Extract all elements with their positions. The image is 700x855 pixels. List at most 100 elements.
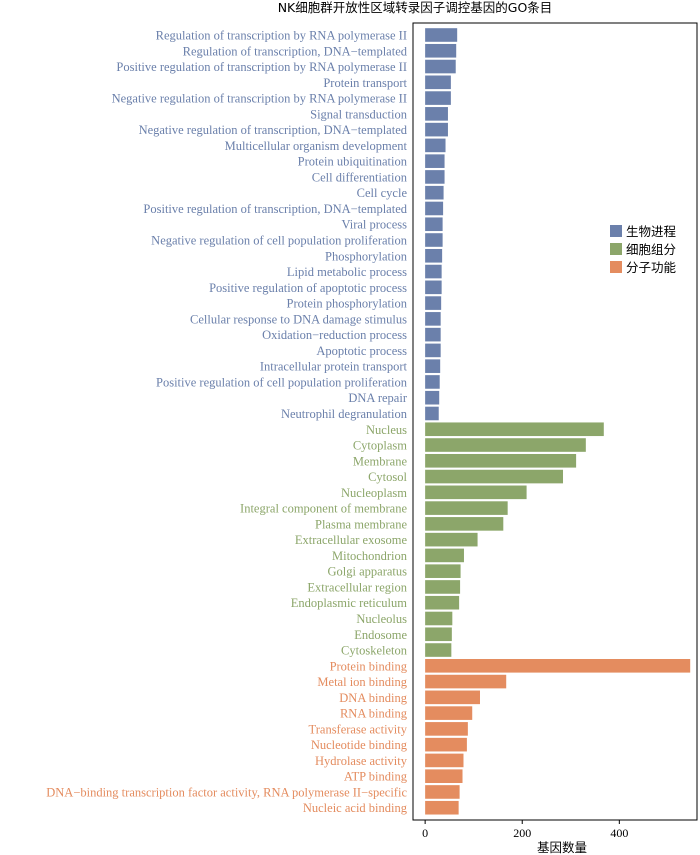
bar-细胞组分-5	[425, 501, 508, 515]
category-label: DNA repair	[348, 391, 407, 405]
bar-分子功能-2	[425, 690, 480, 705]
bar-生物进程-7	[425, 138, 446, 153]
category-label: Negative regulation of transcription, DN…	[139, 123, 408, 137]
category-label: Endoplasmic reticulum	[291, 596, 408, 610]
category-label: Transferase activity	[309, 722, 408, 736]
category-label: Protein phosphorylation	[287, 297, 408, 311]
category-label: DNA−binding transcription factor activit…	[46, 785, 407, 799]
bar-生物进程-3	[425, 75, 451, 90]
x-tick-label: 400	[610, 826, 628, 840]
category-label: Golgi apparatus	[328, 565, 408, 579]
bar-细胞组分-13	[425, 627, 452, 642]
bar-细胞组分-8	[425, 548, 464, 563]
bar-生物进程-22	[425, 375, 440, 389]
bar-分子功能-3	[425, 706, 473, 720]
category-label: Positive regulation of transcription, DN…	[143, 202, 407, 216]
category-label: Nucleolus	[356, 612, 407, 626]
category-label: Signal transduction	[310, 107, 408, 121]
bar-生物进程-15	[425, 264, 442, 279]
category-label: Extracellular exosome	[295, 533, 408, 547]
bar-细胞组分-0	[425, 422, 604, 437]
category-label: Negative regulation of cell population p…	[151, 234, 408, 248]
category-label: Protein transport	[323, 76, 407, 90]
bar-细胞组分-12	[425, 611, 453, 626]
x-axis-label: 基因数量	[537, 840, 587, 855]
bar-细胞组分-10	[425, 580, 461, 594]
bar-分子功能-5	[425, 737, 467, 752]
legend-label: 生物进程	[626, 224, 677, 239]
category-label: Neutrophil degranulation	[281, 407, 408, 421]
bar-生物进程-24	[425, 406, 439, 421]
bar-生物进程-23	[425, 390, 440, 405]
category-label: Apoptotic process	[316, 344, 407, 358]
bar-细胞组分-6	[425, 517, 504, 531]
bar-生物进程-5	[425, 107, 448, 121]
category-label: Intracellular protein transport	[260, 360, 408, 374]
category-label: Positive regulation of transcription by …	[116, 60, 407, 74]
bar-生物进程-20	[425, 343, 441, 358]
bars-layer	[425, 28, 691, 815]
category-label: Cell cycle	[357, 186, 408, 200]
bar-生物进程-13	[425, 233, 443, 247]
category-label: Lipid metabolic process	[287, 265, 407, 279]
bar-分子功能-1	[425, 674, 507, 689]
category-label: Negative regulation of transcription by …	[112, 92, 407, 106]
category-label: ATP binding	[344, 770, 408, 784]
bar-生物进程-14	[425, 248, 443, 263]
category-label: Cytosol	[368, 470, 407, 484]
category-label: Nucleoplasm	[341, 486, 407, 500]
bar-生物进程-17	[425, 296, 442, 310]
bar-分子功能-7	[425, 769, 463, 783]
category-label: Membrane	[353, 454, 408, 468]
bar-生物进程-0	[425, 28, 458, 42]
chart-title: NK细胞群开放性区域转录因子调控基因的GO条目	[278, 0, 553, 15]
bar-生物进程-16	[425, 280, 442, 295]
bar-分子功能-8	[425, 785, 460, 799]
category-label: RNA binding	[340, 707, 408, 721]
category-label: Endosome	[354, 628, 407, 642]
legend-label: 细胞组分	[626, 242, 676, 257]
bar-细胞组分-4	[425, 485, 527, 500]
category-label: Nucleotide binding	[311, 738, 408, 752]
category-labels: Regulation of transcription by RNA polym…	[46, 29, 408, 816]
category-label: Cell differentiation	[312, 170, 408, 184]
bar-生物进程-8	[425, 154, 445, 168]
bar-生物进程-19	[425, 327, 441, 342]
bar-细胞组分-7	[425, 532, 478, 547]
category-label: Hydrolase activity	[315, 754, 408, 768]
bar-生物进程-10	[425, 185, 444, 200]
legend-label: 分子功能	[626, 260, 677, 275]
category-label: Mitochondrion	[332, 549, 408, 563]
category-label: Extracellular region	[307, 580, 407, 594]
bar-细胞组分-3	[425, 469, 564, 484]
bar-生物进程-11	[425, 201, 444, 216]
bar-生物进程-18	[425, 312, 441, 326]
bar-生物进程-4	[425, 91, 451, 105]
category-label: Oxidation−reduction process	[262, 328, 407, 342]
bar-分子功能-9	[425, 800, 459, 815]
bar-生物进程-9	[425, 170, 445, 184]
bar-细胞组分-2	[425, 453, 577, 468]
category-label: Regulation of transcription, DNA−templat…	[183, 44, 408, 58]
bar-生物进程-12	[425, 217, 443, 232]
category-label: Multicellular organism development	[225, 139, 408, 153]
bar-细胞组分-1	[425, 438, 586, 452]
category-label: Cellular response to DNA damage stimulus	[190, 312, 407, 326]
bar-分子功能-6	[425, 753, 464, 768]
category-label: Viral process	[341, 218, 407, 232]
plot-frame	[412, 22, 698, 821]
category-label: Plasma membrane	[315, 517, 407, 531]
bar-生物进程-1	[425, 43, 457, 58]
bar-分子功能-0	[425, 659, 691, 673]
category-label: Positive regulation of apoptotic process	[209, 281, 407, 295]
bar-生物进程-2	[425, 59, 456, 74]
bar-生物进程-6	[425, 122, 448, 137]
category-label: Cytoplasm	[353, 439, 407, 453]
category-label: Protein binding	[330, 659, 408, 673]
category-label: DNA binding	[339, 691, 407, 705]
x-axis: 0 200 400	[422, 820, 628, 840]
bar-细胞组分-9	[425, 564, 461, 578]
category-label: Phosphorylation	[325, 249, 408, 263]
